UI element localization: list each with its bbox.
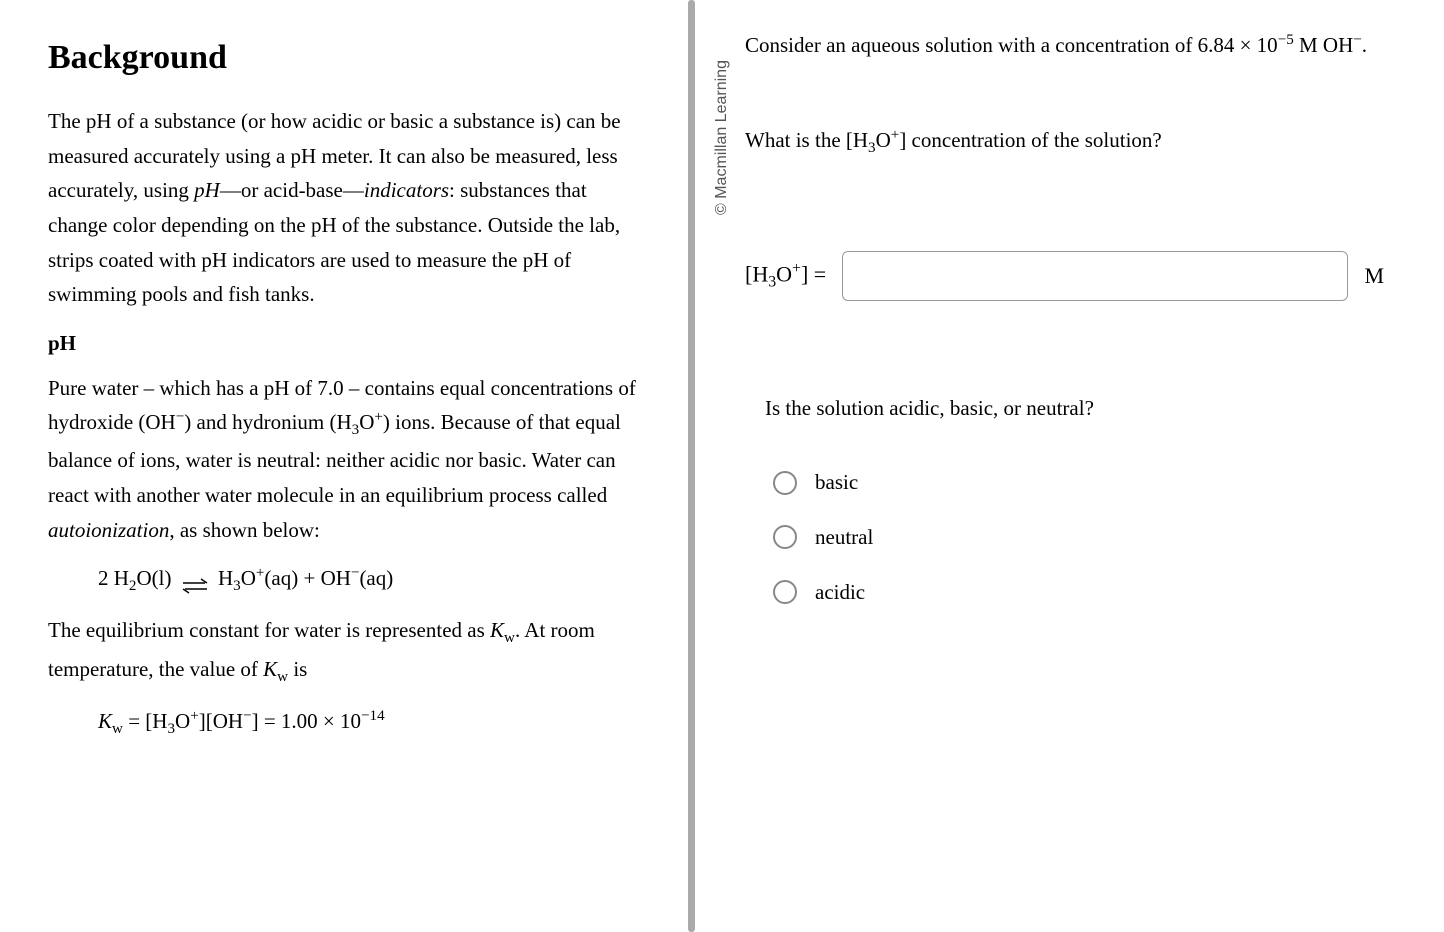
radio-label: acidic (815, 575, 865, 610)
question-2-text: What is the [H3O+] concentration of the … (745, 123, 1384, 161)
para-intro: The pH of a substance (or how acidic or … (48, 104, 637, 312)
italic-pH: pH (194, 178, 220, 202)
equilibrium-arrows-icon (181, 571, 209, 589)
superscript-plus: + (792, 260, 801, 277)
copyright-label: © Macmillan Learning (709, 60, 735, 215)
panel-divider[interactable] (685, 0, 697, 932)
text: ][OH (199, 709, 243, 733)
kw-w: w (504, 631, 515, 647)
question-3-text: Is the solution acidic, basic, or neutra… (765, 391, 1384, 426)
answer-row: [H3O+] = M (745, 251, 1384, 301)
subscript-3: 3 (167, 721, 175, 737)
text: O (241, 566, 256, 590)
subscript-3: 3 (233, 578, 241, 594)
radio-label: basic (815, 465, 858, 500)
superscript-exp: −14 (361, 708, 385, 724)
text: . (1362, 33, 1367, 57)
text: O (876, 128, 891, 152)
radio-label: neutral (815, 520, 873, 555)
superscript-plus: + (374, 409, 383, 425)
text: O (776, 261, 792, 286)
kw-K: K (490, 618, 504, 642)
text: 2 H (98, 566, 129, 590)
radio-option-acidic[interactable]: acidic (773, 575, 1384, 610)
para-purewater: Pure water – which has a pH of 7.0 – con… (48, 371, 637, 548)
text: , as shown below: (169, 518, 320, 542)
text: O (359, 410, 374, 434)
text: = [H (123, 709, 168, 733)
radio-icon (773, 580, 797, 604)
radio-option-basic[interactable]: basic (773, 465, 1384, 500)
text: is (288, 657, 307, 681)
answer-label: [H3O+] = (745, 256, 826, 296)
heading-background: Background (48, 30, 637, 86)
superscript-minus: − (243, 708, 252, 724)
text: (aq) (359, 566, 393, 590)
background-panel: Background The pH of a substance (or how… (0, 0, 685, 932)
unit-label: M (1364, 258, 1384, 294)
radio-option-neutral[interactable]: neutral (773, 520, 1384, 555)
equation-autoionization: 2 H2O(l) H3O+(aq) + OH−(aq) (98, 561, 637, 599)
page-container: Background The pH of a substance (or how… (0, 0, 1444, 932)
superscript-plus: + (190, 708, 199, 724)
kw-w: w (277, 669, 288, 685)
radio-icon (773, 471, 797, 495)
question-block: Consider an aqueous solution with a conc… (745, 28, 1384, 609)
text: What is the [H (745, 128, 868, 152)
text: ] = 1.00 × 10 (252, 709, 361, 733)
text: The equilibrium constant for water is re… (48, 618, 490, 642)
text: ] concentration of the solution? (899, 128, 1161, 152)
radio-group-solution-type: basic neutral acidic (773, 465, 1384, 609)
text: ] = (801, 261, 826, 286)
h3o-concentration-input[interactable] (842, 251, 1348, 301)
kw-w: w (112, 721, 123, 737)
text: H (218, 566, 233, 590)
equation-kw: Kw = [H3O+][OH−] = 1.00 × 10−14 (98, 704, 637, 742)
question-panel: © Macmillan Learning Consider an aqueous… (697, 0, 1444, 932)
subscript-3: 3 (768, 274, 776, 291)
kw-K: K (98, 709, 112, 733)
radio-icon (773, 525, 797, 549)
superscript-minus: − (1353, 32, 1362, 48)
superscript-minus: − (176, 409, 185, 425)
subheading-pH: pH (48, 326, 637, 361)
subscript-3: 3 (868, 140, 876, 156)
kw-K: K (263, 657, 277, 681)
superscript-exp: −5 (1278, 32, 1294, 48)
text: O(l) (136, 566, 171, 590)
text: Consider an aqueous solution with a conc… (745, 33, 1278, 57)
text: ) and hydronium (H (184, 410, 351, 434)
text: O (175, 709, 190, 733)
question-1-text: Consider an aqueous solution with a conc… (745, 28, 1384, 63)
italic-autoionization: autoionization (48, 518, 169, 542)
italic-indicators: indicators (364, 178, 449, 202)
text: [H (745, 261, 768, 286)
text: —or acid-base— (220, 178, 364, 202)
text: M OH (1294, 33, 1354, 57)
para-equilibrium: The equilibrium constant for water is re… (48, 613, 637, 689)
text: (aq) + OH (264, 566, 350, 590)
